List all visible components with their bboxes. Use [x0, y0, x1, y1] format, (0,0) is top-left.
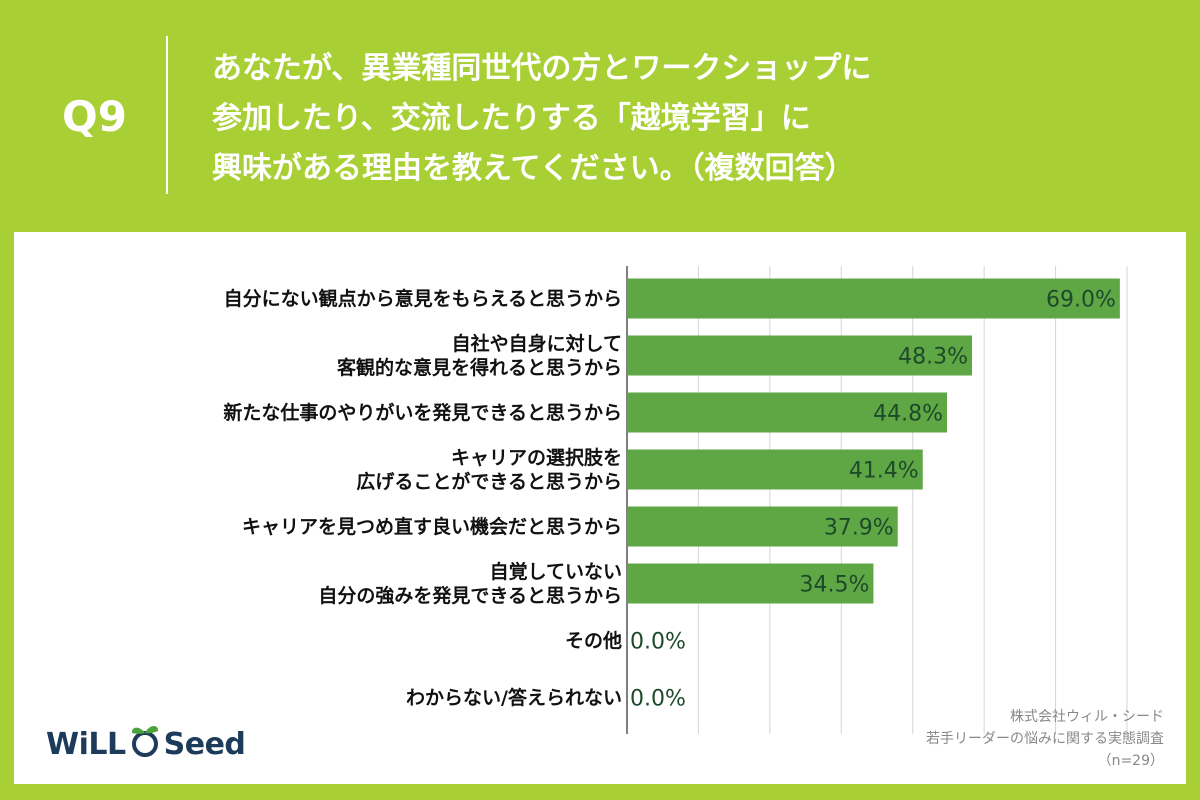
question-line: あなたが、異業種同世代の方とワークショップに: [212, 51, 872, 86]
category-label-line: 新たな仕事のやりがいを発見できると思うから: [223, 401, 622, 424]
category-label-line: 客観的な意見を得れると思うから: [336, 356, 622, 379]
category-label: キャリアの選択肢を 広げることができると思うから: [74, 441, 622, 498]
value-label: 34.5%: [800, 573, 870, 598]
category-label-line: キャリアを見つめ直す良い機会だと思うから: [241, 515, 622, 538]
bar: [627, 392, 947, 433]
question-line: 興味がある理由を教えてください。（複数回答）: [212, 151, 855, 186]
willseed-logo: WiLL Seed: [46, 722, 246, 766]
value-label: 0.0%: [630, 630, 686, 655]
bar: [627, 563, 874, 604]
logo-text-left: WiLL: [46, 726, 126, 762]
value-label: 41.4%: [849, 459, 919, 484]
bar-chart: 69.0% 48.3% 44.8% 41.4% 37.9% 34.5% 0.0% 0.0%: [626, 266, 1128, 734]
question-number: Q9: [62, 92, 127, 141]
value-label: 48.3%: [898, 345, 968, 370]
credit-survey: 若手リーダーの悩みに関する実態調査: [926, 731, 1164, 747]
bar: [627, 335, 972, 376]
credit-sample-size: （n=29）: [1097, 753, 1164, 769]
category-label-line: キャリアの選択肢を: [450, 446, 622, 469]
bar: [627, 449, 923, 490]
category-label: 自分にない観点から意見をもらえると思うから: [74, 270, 622, 327]
value-label: 0.0%: [630, 687, 686, 712]
header: Q9 あなたが、異業種同世代の方とワークショップに 参加したり、交流したりする「…: [0, 0, 1200, 230]
category-label: 自覚していない 自分の強みを発見できると思うから: [74, 555, 622, 612]
category-label: わからない/答えられない: [74, 669, 622, 726]
chart-panel: 69.0% 48.3% 44.8% 41.4% 37.9% 34.5% 0.0% 0.0% 自…: [14, 232, 1186, 784]
category-label-line: 自分の強みを発見できると思うから: [318, 584, 622, 607]
category-label-line: 自覚していない: [489, 560, 622, 583]
category-label-line: 自分にない観点から意見をもらえると思うから: [223, 287, 622, 310]
category-label-line: 広げることができると思うから: [356, 470, 622, 493]
category-label-line: 自社や自身に対して: [451, 332, 622, 355]
sprout-icon: [128, 722, 162, 766]
bar: [627, 506, 898, 547]
question-text: あなたが、異業種同世代の方とワークショップに 参加したり、交流したりする「越境学…: [212, 44, 1172, 194]
header-divider: [166, 36, 168, 194]
credit-company: 株式会社ウィル・シード: [1010, 709, 1164, 725]
survey-credit: 株式会社ウィル・シード 若手リーダーの悩みに関する実態調査 （n=29）: [926, 706, 1164, 772]
value-label: 69.0%: [1046, 288, 1116, 313]
category-label: 自社や自身に対して 客観的な意見を得れると思うから: [74, 327, 622, 384]
logo-text-right: Seed: [163, 726, 246, 762]
value-label: 37.9%: [824, 516, 894, 541]
category-label: キャリアを見つめ直す良い機会だと思うから: [74, 498, 622, 555]
category-label-line: その他: [564, 629, 622, 652]
category-label-line: わからない/答えられない: [406, 686, 622, 709]
value-label: 44.8%: [873, 402, 943, 427]
question-line: 参加したり、交流したりする「越境学習」に: [212, 101, 811, 136]
bar: [627, 278, 1120, 319]
category-label: その他: [74, 612, 622, 669]
category-label: 新たな仕事のやりがいを発見できると思うから: [74, 384, 622, 441]
